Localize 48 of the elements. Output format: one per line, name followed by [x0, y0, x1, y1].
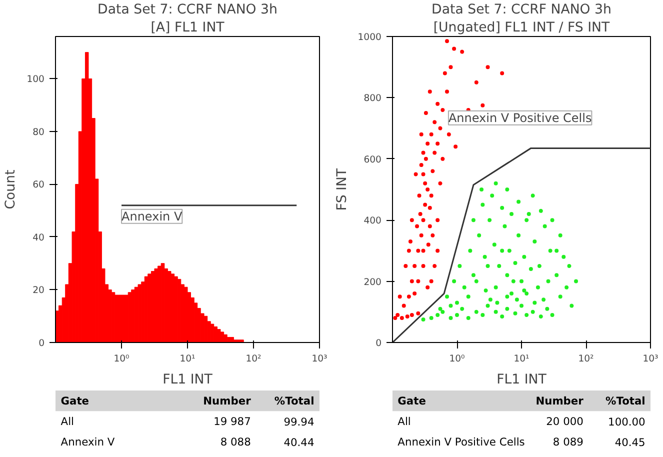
chart-title: Data Set 7: CCRF NANO 3h	[98, 2, 278, 18]
text: 99.94	[284, 416, 314, 428]
x-tick-label: 10⁰	[114, 354, 130, 364]
y-tick-label: 60	[32, 180, 45, 191]
y-tick-label: 600	[364, 154, 382, 166]
y-tick-label: 80	[32, 126, 45, 138]
y-tick-label: 200	[364, 276, 382, 288]
x-axis-title: FL1 INT	[162, 372, 214, 388]
chart-subtitle: [A] FL1 INT	[150, 20, 226, 36]
y-axis-title: FS INT	[334, 168, 350, 211]
text: Number	[203, 394, 252, 408]
text: Annexin V	[60, 436, 116, 449]
x-axis-title: FL1 INT	[496, 372, 548, 388]
x-tick-label: 10³	[642, 354, 659, 364]
annotation: Annexin V	[122, 209, 183, 224]
chart-title: Data Set 7: CCRF NANO 3h	[432, 2, 612, 18]
y-tick-label: 0	[38, 338, 45, 349]
text: %Total	[606, 394, 646, 408]
x-tick-label: 10¹	[180, 354, 196, 364]
x-tick-label: 10³	[312, 354, 328, 364]
text: 100.00	[608, 416, 646, 428]
x-tick-label: 10²	[246, 354, 262, 364]
text: 20 000	[546, 415, 584, 428]
y-tick-label: 800	[364, 93, 382, 104]
text: 40.45	[614, 436, 646, 450]
text: 8 088	[220, 436, 252, 449]
chart-subtitle: [Ungated] FL1 INT / FS INT	[433, 20, 611, 36]
text: Gate	[60, 394, 90, 408]
y-axis-title: Count	[4, 170, 19, 210]
y-tick-label: 40	[32, 232, 45, 244]
text: 40.44	[284, 436, 314, 450]
y-tick-label: 0	[376, 338, 382, 349]
y-tick-label: 20	[32, 285, 45, 296]
x-tick-label: 10⁰	[449, 354, 466, 364]
text: %Total	[274, 394, 314, 408]
y-tick-label: 1000	[358, 32, 382, 43]
text: All	[398, 415, 411, 428]
text: Annexin V Positive Cells	[398, 436, 526, 449]
text: All	[60, 415, 74, 428]
x-tick-label: 10²	[578, 354, 594, 364]
y-tick-label: 400	[364, 216, 382, 227]
series-label: Annexin V Positive Cells	[448, 110, 592, 125]
x-tick-label: 10¹	[514, 354, 530, 364]
y-tick-label: 100	[26, 74, 45, 86]
text: 19 987	[214, 415, 251, 428]
text: Number	[536, 394, 584, 408]
text: Gate	[398, 394, 426, 408]
text: 8 089	[552, 436, 584, 449]
